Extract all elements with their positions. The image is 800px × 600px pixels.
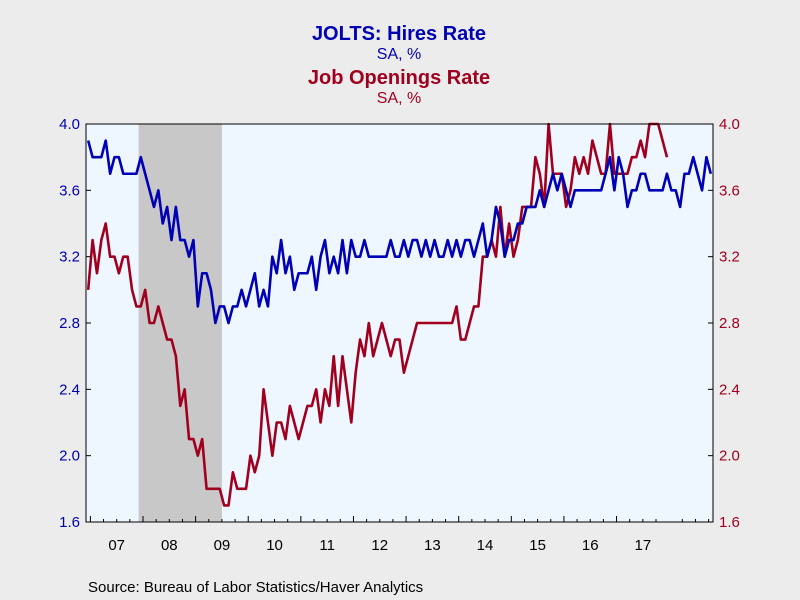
series2-title: Job Openings Rate [308,67,490,89]
x-tick-label: 17 [635,537,652,554]
x-tick-label: 11 [319,537,335,554]
x-tick-label: 08 [161,537,178,554]
source-note: Source: Bureau of Labor Statistics/Haver… [88,579,423,596]
plot-frame [85,123,714,523]
x-tick-label: 07 [108,537,125,554]
series-line-1 [86,139,713,325]
y-right-tick-label: 2.8 [719,315,740,332]
y-left-tick-label: 3.6 [59,182,80,199]
x-tick-label: 16 [582,537,599,554]
series-line-2 [86,122,669,507]
x-tick-label: 09 [214,537,231,554]
series1-title: JOLTS: Hires Rate [312,23,486,45]
y-left-tick-label: 2.8 [59,315,80,332]
series1-unit: SA, % [377,46,421,63]
x-tick-label: 15 [529,537,546,554]
y-right-tick-label: 2.0 [719,448,740,465]
x-tick-label: 12 [371,537,388,554]
x-tick-label: 13 [424,537,441,554]
y-right-tick-label: 3.6 [719,182,740,199]
series-layer [86,122,713,507]
y-right-tick-label: 3.2 [719,249,740,266]
y-left-tick-label: 3.2 [59,249,80,266]
y-right-tick-label: 2.4 [719,381,740,398]
x-tick-label: 10 [266,537,283,554]
y-left-tick-label: 2.4 [59,381,80,398]
y-left-tick-label: 1.6 [59,514,80,531]
series2-unit: SA, % [377,90,421,107]
y-right-tick-label: 4.0 [719,116,740,133]
y-right-tick-label: 1.6 [719,514,740,531]
x-tick-label: 14 [477,537,494,554]
axes-layer: 1.6 1.6 2.0 2.0 2.4 2.4 2.8 2.8 3.2 3.2 3.6 3.6 4.0 4… [59,116,740,554]
y-left-tick-label: 4.0 [59,116,80,133]
y-left-tick-label: 2.0 [59,448,80,465]
